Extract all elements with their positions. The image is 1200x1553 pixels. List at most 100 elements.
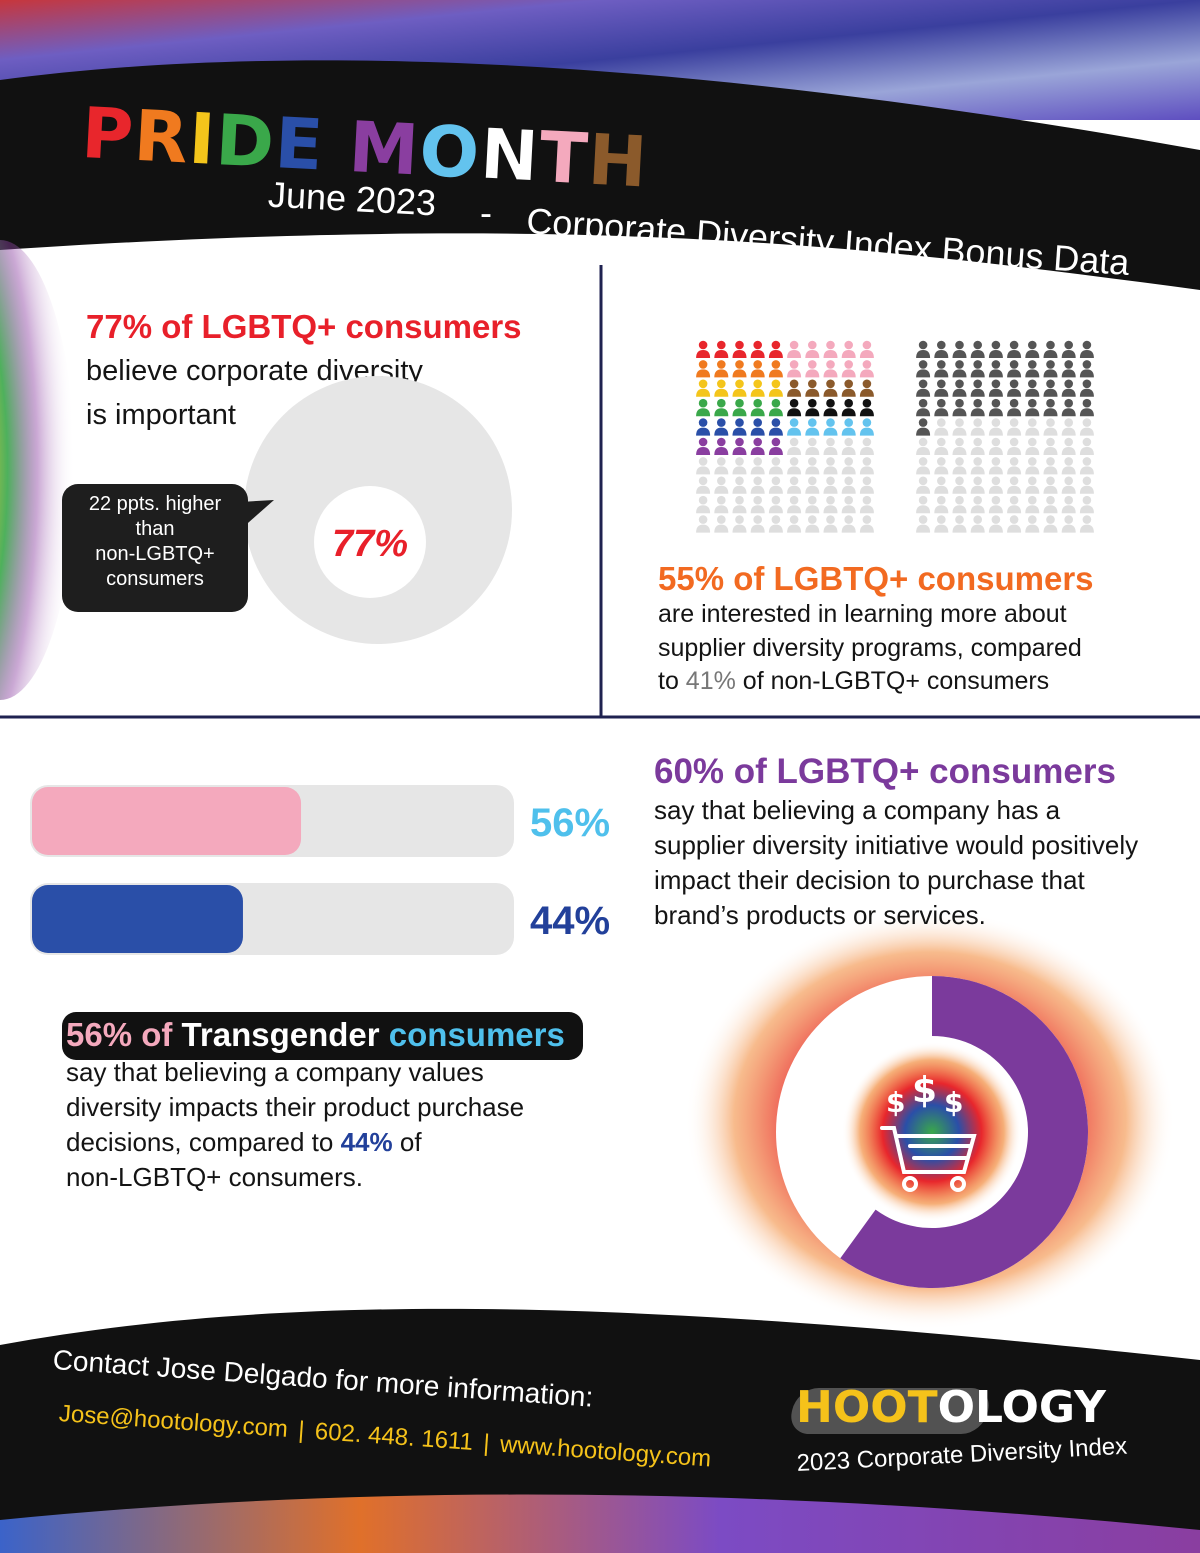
person-icon [841, 515, 856, 533]
person-icon [952, 437, 967, 455]
person-icon [1007, 418, 1022, 436]
person-icon [823, 340, 838, 358]
person-icon [916, 379, 931, 397]
subtitle-dash: - [480, 192, 492, 233]
person-icon [1061, 379, 1076, 397]
stat1-headline: 77% of LGBTQ+ consumers [86, 308, 522, 345]
person-icon [805, 457, 820, 475]
person-icon [841, 437, 856, 455]
person-icon [714, 379, 729, 397]
person-icon [841, 340, 856, 358]
person-icon [805, 515, 820, 533]
person-icon [1061, 476, 1076, 494]
person-icon [732, 379, 747, 397]
person-icon [934, 495, 949, 514]
person-icon [823, 437, 838, 455]
stat2-line3: to 41% of non-LGBTQ+ consumers [658, 665, 1049, 698]
stat4-line3-post: of [392, 1127, 422, 1157]
stat4-line3-pct: 44% [340, 1127, 393, 1157]
logo-text-part2: OLOGY [937, 1382, 1106, 1433]
person-icon [859, 340, 874, 358]
person-icon [768, 515, 783, 533]
person-icon [805, 398, 820, 417]
person-icon [1079, 515, 1094, 533]
person-icon [714, 476, 729, 494]
person-icon [714, 418, 729, 436]
person-icon [952, 476, 967, 494]
person-icon [952, 360, 967, 378]
person-icon [823, 418, 838, 436]
person-icon [714, 495, 729, 514]
person-icon [1061, 495, 1076, 514]
person-icon [1061, 360, 1076, 378]
person-icon [988, 379, 1003, 397]
title-letter: H [586, 118, 650, 204]
person-icon [732, 457, 747, 475]
stat2-line3-pre: to [658, 667, 686, 695]
person-icon [714, 457, 729, 475]
person-icon [952, 457, 967, 475]
stat4-line3: decisions, compared to 44% of [66, 1125, 524, 1160]
person-icon [750, 360, 765, 378]
person-icon [970, 379, 985, 397]
person-icon [1007, 457, 1022, 475]
person-icon [805, 360, 820, 378]
person-icon [805, 437, 820, 455]
person-icon [988, 418, 1003, 436]
person-icon [1061, 418, 1076, 436]
person-icon [768, 340, 783, 358]
callout-pointer [240, 500, 274, 530]
person-icon [916, 476, 931, 494]
gauge-center-label: 77% [332, 523, 408, 565]
person-icon [952, 495, 967, 514]
person-icon [732, 418, 747, 436]
person-icon [1079, 379, 1094, 397]
stat4-line1: say that believing a company values [66, 1057, 484, 1087]
person-icon [916, 495, 931, 514]
person-icon [988, 495, 1003, 514]
person-icon [1043, 457, 1058, 475]
person-icon [1007, 360, 1022, 378]
person-icon [823, 360, 838, 378]
subtitle-date: June 2023 [267, 173, 438, 224]
person-icon [732, 476, 747, 494]
person-icon [805, 379, 820, 397]
person-icon [750, 515, 765, 533]
stat4-headline-part2: Transgender [181, 1016, 389, 1053]
person-icon [841, 457, 856, 475]
person-icon [1079, 398, 1094, 417]
stat3-headline: 60% of LGBTQ+ consumers [654, 752, 1116, 791]
person-icon [841, 476, 856, 494]
person-icon [1079, 476, 1094, 494]
callout-line: consumers [106, 568, 204, 590]
person-icon [696, 340, 711, 358]
person-icon [859, 418, 874, 436]
callout-line: than [135, 518, 175, 540]
stat4-headline-part1: 56% of [66, 1016, 182, 1053]
person-icon [1043, 418, 1058, 436]
title-letter: D [213, 99, 278, 185]
person-icon [916, 398, 931, 417]
person-icon [934, 340, 949, 358]
stat3-line: supplier diversity initiative would posi… [654, 830, 1139, 860]
person-icon [970, 360, 985, 378]
person-icon [732, 495, 747, 514]
person-icon [1079, 437, 1094, 455]
stat2-line1: are interested in learning more about [658, 600, 1067, 628]
person-icon [841, 418, 856, 436]
bar [32, 787, 302, 855]
person-icon [732, 515, 747, 533]
person-icon [1025, 495, 1040, 514]
person-icon [952, 379, 967, 397]
person-icon [952, 340, 967, 358]
person-icon [787, 379, 802, 397]
footer-separator: | [482, 1429, 491, 1458]
person-icon [696, 515, 711, 533]
person-icon [952, 515, 967, 533]
footer-separator: | [297, 1416, 306, 1445]
svg-text:$: $ [886, 1086, 905, 1119]
person-icon [768, 437, 783, 455]
stat4-line3-pre: decisions, compared to [66, 1127, 341, 1157]
person-icon [1007, 379, 1022, 397]
stat3-line: say that believing a company has a [654, 795, 1061, 825]
